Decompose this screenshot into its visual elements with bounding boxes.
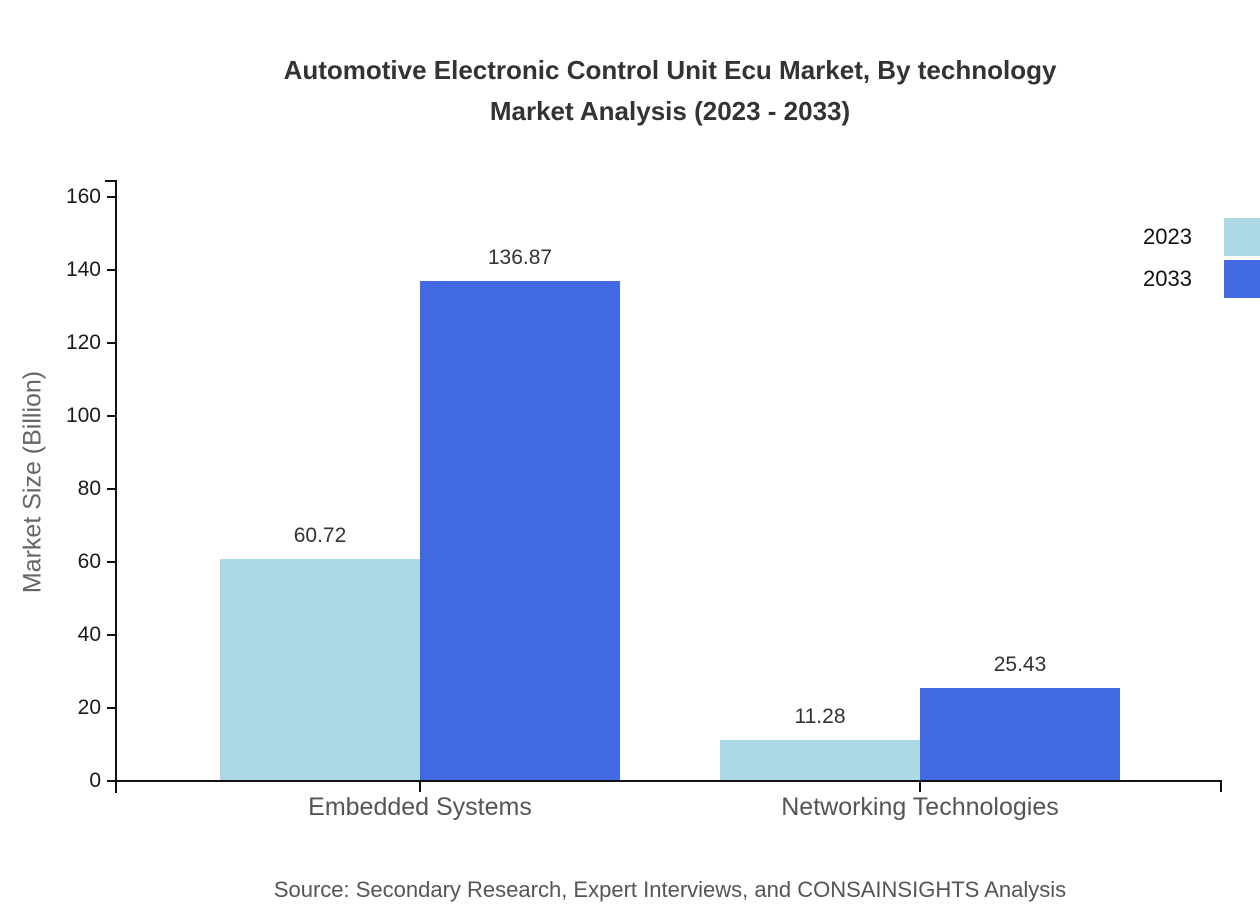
y-axis-tick-label: 80 xyxy=(77,477,101,500)
legend-swatch-2033 xyxy=(1224,260,1260,298)
legend: 2023 2033 xyxy=(1143,218,1260,302)
y-axis-tick-label: 60 xyxy=(77,550,101,573)
bar-value-label: 11.28 xyxy=(794,704,846,728)
y-axis-line xyxy=(115,180,117,793)
legend-item-2023: 2023 xyxy=(1143,218,1260,256)
bar-value-label: 136.87 xyxy=(487,246,553,270)
y-axis-tick-label: 100 xyxy=(65,404,101,427)
x-axis-category-label: Embedded Systems xyxy=(308,793,532,821)
y-axis-tick xyxy=(107,269,117,271)
bar-2023-embedded-systems xyxy=(220,559,420,781)
y-axis-tick xyxy=(107,561,117,563)
source-note: Source: Secondary Research, Expert Inter… xyxy=(273,877,1067,902)
bar-2023-networking-technologies xyxy=(720,739,920,781)
x-axis-line xyxy=(115,780,1222,782)
bar-2033-embedded-systems xyxy=(420,281,620,781)
y-axis-tick xyxy=(107,780,117,782)
bar-2033-networking-technologies xyxy=(920,688,1120,781)
y-axis-end-cap xyxy=(105,180,115,182)
bar-value-label: 60.72 xyxy=(293,524,347,548)
y-axis-tick-label: 40 xyxy=(77,623,101,646)
y-axis-tick xyxy=(107,634,117,636)
y-axis-tick xyxy=(107,707,117,709)
bar-value-label: 25.43 xyxy=(993,653,1047,677)
y-axis-tick xyxy=(107,342,117,344)
y-axis-tick xyxy=(107,415,117,417)
chart-title: Automotive Electronic Control Unit Ecu M… xyxy=(118,50,1222,132)
legend-swatch-2023 xyxy=(1224,218,1260,256)
legend-label-2023: 2023 xyxy=(1143,224,1192,249)
y-axis-tick-label: 120 xyxy=(65,331,101,354)
x-axis-tick xyxy=(919,782,921,792)
y-axis-tick-label: 140 xyxy=(65,258,101,281)
y-axis-tick xyxy=(107,488,117,490)
y-axis-tick-label: 0 xyxy=(89,769,101,792)
y-axis-tick-label: 20 xyxy=(77,696,101,719)
y-axis-tick xyxy=(107,196,117,198)
chart-title-line-2: Market Analysis (2023 - 2033) xyxy=(489,96,851,126)
x-axis-tick xyxy=(419,782,421,792)
x-axis-end-cap xyxy=(1220,782,1222,792)
y-axis-tick-label: 160 xyxy=(65,185,101,208)
legend-label-2033: 2033 xyxy=(1143,266,1192,291)
legend-item-2033: 2033 xyxy=(1143,260,1260,298)
x-axis-category-label: Networking Technologies xyxy=(781,793,1059,821)
chart-title-line-1: Automotive Electronic Control Unit Ecu M… xyxy=(283,55,1057,85)
